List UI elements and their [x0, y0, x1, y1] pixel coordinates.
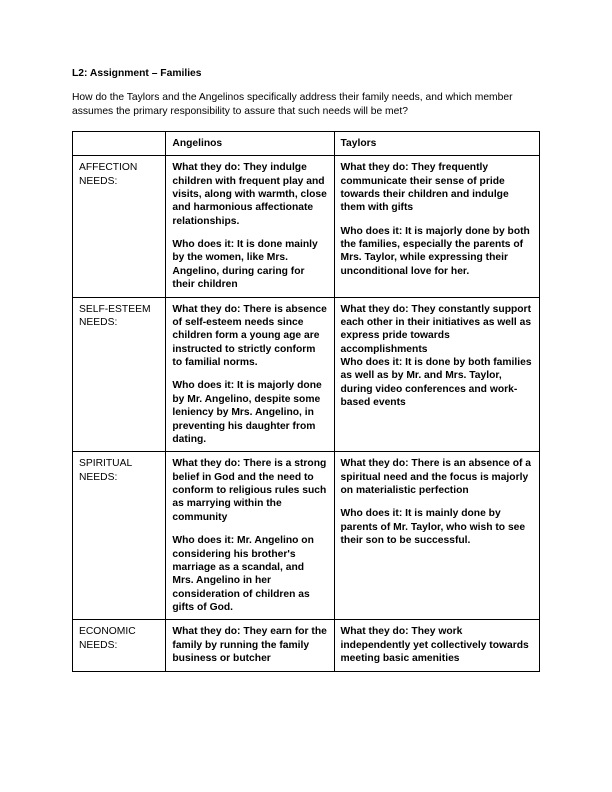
cell-text: What they do: They indulge children with…: [172, 162, 327, 227]
table-row: AFFECTION NEEDS: What they do: They indu…: [73, 156, 540, 297]
cell-taylors: What they do: They constantly support ea…: [334, 297, 540, 452]
intro-paragraph: How do the Taylors and the Angelinos spe…: [72, 91, 540, 119]
cell-text: What they do: They work independently ye…: [341, 626, 529, 664]
cell-taylors: What they do: They frequently communicat…: [334, 156, 540, 297]
cell-text: What they do: They constantly support ea…: [341, 304, 532, 355]
cell-text: Who does it: It is majorly done by Mr. A…: [172, 380, 321, 445]
cell-taylors: What they do: They work independently ye…: [334, 620, 540, 671]
table-row: ECONOMIC NEEDS: What they do: They earn …: [73, 620, 540, 671]
table-row: SELF-ESTEEM NEEDS: What they do: There i…: [73, 297, 540, 452]
cell-text: What they do: There is an absence of a s…: [341, 458, 532, 496]
header-taylors: Taylors: [334, 131, 540, 155]
cell-text: Who does it: It is done mainly by the wo…: [172, 239, 317, 290]
cell-text: What they do: There is a strong belief i…: [172, 458, 326, 523]
page-title: L2: Assignment – Families: [72, 68, 540, 79]
cell-angelinos: What they do: They indulge children with…: [166, 156, 334, 297]
cell-text: What they do: They frequently communicat…: [341, 162, 509, 213]
cell-text: Who does it: Mr. Angelino on considering…: [172, 535, 313, 613]
cell-text: Who does it: It is done by both families…: [341, 357, 532, 408]
cell-text: Who does it: It is majorly done by both …: [341, 226, 530, 277]
row-label: SPIRITUAL NEEDS:: [73, 452, 166, 620]
cell-text: What they do: There is absence of self-e…: [172, 304, 327, 369]
cell-angelinos: What they do: There is absence of self-e…: [166, 297, 334, 452]
cell-text: Who does it: It is mainly done by parent…: [341, 508, 526, 546]
header-angelinos: Angelinos: [166, 131, 334, 155]
needs-table: Angelinos Taylors AFFECTION NEEDS: What …: [72, 131, 540, 672]
cell-text: What they do: They earn for the family b…: [172, 626, 326, 664]
cell-angelinos: What they do: There is a strong belief i…: [166, 452, 334, 620]
table-header-row: Angelinos Taylors: [73, 131, 540, 155]
row-label: SELF-ESTEEM NEEDS:: [73, 297, 166, 452]
cell-angelinos: What they do: They earn for the family b…: [166, 620, 334, 671]
table-row: SPIRITUAL NEEDS: What they do: There is …: [73, 452, 540, 620]
header-blank: [73, 131, 166, 155]
row-label: AFFECTION NEEDS:: [73, 156, 166, 297]
row-label: ECONOMIC NEEDS:: [73, 620, 166, 671]
cell-taylors: What they do: There is an absence of a s…: [334, 452, 540, 620]
